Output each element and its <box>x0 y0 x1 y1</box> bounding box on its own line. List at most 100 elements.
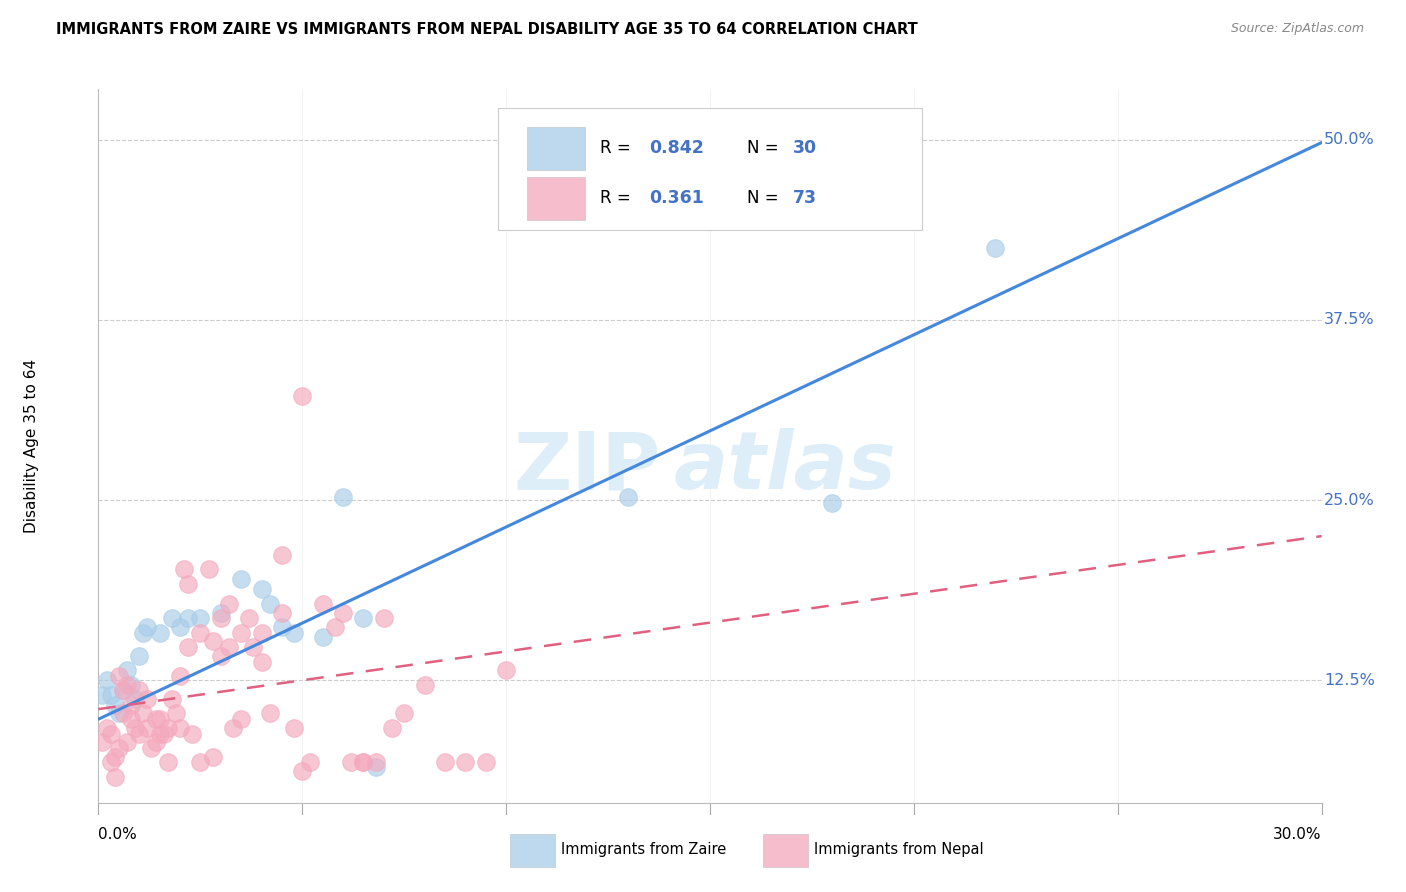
Point <box>177 576 200 591</box>
Point <box>352 611 374 625</box>
Point <box>291 389 314 403</box>
Point <box>108 669 131 683</box>
Point <box>111 706 134 721</box>
Point <box>136 692 159 706</box>
Point <box>115 663 138 677</box>
Point <box>115 735 138 749</box>
Point <box>100 756 122 770</box>
Point <box>149 726 172 740</box>
Point <box>312 630 335 644</box>
Point <box>259 706 281 721</box>
Text: IMMIGRANTS FROM ZAIRE VS IMMIGRANTS FROM NEPAL DISABILITY AGE 35 TO 64 CORRELATI: IMMIGRANTS FROM ZAIRE VS IMMIGRANTS FROM… <box>56 22 918 37</box>
Point <box>413 677 436 691</box>
Point <box>141 741 163 756</box>
Point <box>250 625 273 640</box>
Text: 0.0%: 0.0% <box>98 827 138 841</box>
Point <box>454 756 477 770</box>
Point <box>111 683 134 698</box>
Point <box>201 634 224 648</box>
Text: 0.361: 0.361 <box>648 189 704 207</box>
Point <box>120 712 142 726</box>
FancyBboxPatch shape <box>498 109 922 230</box>
Point <box>104 698 127 712</box>
Point <box>323 620 346 634</box>
Point <box>218 597 240 611</box>
Point <box>156 721 179 735</box>
Point <box>91 688 114 702</box>
Point <box>434 756 457 770</box>
Point <box>120 698 142 712</box>
Point <box>128 726 150 740</box>
Text: Disability Age 35 to 64: Disability Age 35 to 64 <box>24 359 38 533</box>
Point <box>364 756 387 770</box>
Text: 73: 73 <box>793 189 817 207</box>
Point <box>250 582 273 597</box>
Point <box>156 756 179 770</box>
Text: Immigrants from Zaire: Immigrants from Zaire <box>561 842 727 856</box>
Point <box>120 677 142 691</box>
Point <box>173 562 195 576</box>
Point <box>149 625 172 640</box>
Point <box>270 548 294 562</box>
Point <box>177 640 200 654</box>
Text: ZIP: ZIP <box>513 428 661 507</box>
Point <box>238 611 260 625</box>
Point <box>149 712 172 726</box>
Point <box>250 655 273 669</box>
Point <box>104 770 127 784</box>
Point <box>617 490 640 504</box>
Text: 37.5%: 37.5% <box>1324 312 1375 327</box>
Point <box>111 683 134 698</box>
Point <box>91 735 114 749</box>
Point <box>231 625 253 640</box>
Point <box>381 721 404 735</box>
Point <box>242 640 264 654</box>
FancyBboxPatch shape <box>527 127 585 170</box>
Point <box>209 606 232 620</box>
Point <box>177 611 200 625</box>
Point <box>270 620 294 634</box>
Point <box>270 606 294 620</box>
Point <box>96 673 118 688</box>
Point <box>145 735 167 749</box>
Text: 25.0%: 25.0% <box>1324 492 1375 508</box>
Point <box>495 663 517 677</box>
Point <box>188 625 212 640</box>
Text: 50.0%: 50.0% <box>1324 132 1375 147</box>
Point <box>373 611 395 625</box>
Point <box>132 706 155 721</box>
Text: R =: R = <box>600 189 636 207</box>
FancyBboxPatch shape <box>527 177 585 220</box>
Point <box>152 726 174 740</box>
Point <box>312 597 335 611</box>
Text: 30: 30 <box>793 139 817 157</box>
Point <box>340 756 363 770</box>
Text: 0.842: 0.842 <box>648 139 704 157</box>
Point <box>169 669 191 683</box>
Point <box>197 562 219 576</box>
Point <box>128 648 150 663</box>
Point <box>352 756 374 770</box>
Point <box>104 749 127 764</box>
Text: 30.0%: 30.0% <box>1274 827 1322 841</box>
Point <box>188 611 212 625</box>
Point <box>283 625 305 640</box>
Point <box>209 611 232 625</box>
Text: Immigrants from Nepal: Immigrants from Nepal <box>814 842 984 856</box>
Point <box>231 572 253 586</box>
Point <box>100 726 122 740</box>
Point <box>145 712 167 726</box>
Point <box>136 620 159 634</box>
Point <box>169 721 191 735</box>
Point <box>222 721 245 735</box>
Point <box>259 597 281 611</box>
Point <box>108 741 131 756</box>
Point <box>165 706 187 721</box>
Point <box>128 683 150 698</box>
Text: Source: ZipAtlas.com: Source: ZipAtlas.com <box>1230 22 1364 36</box>
Point <box>352 756 374 770</box>
Point <box>115 677 138 691</box>
Point <box>209 648 232 663</box>
Point <box>821 496 844 510</box>
Point <box>108 706 131 721</box>
